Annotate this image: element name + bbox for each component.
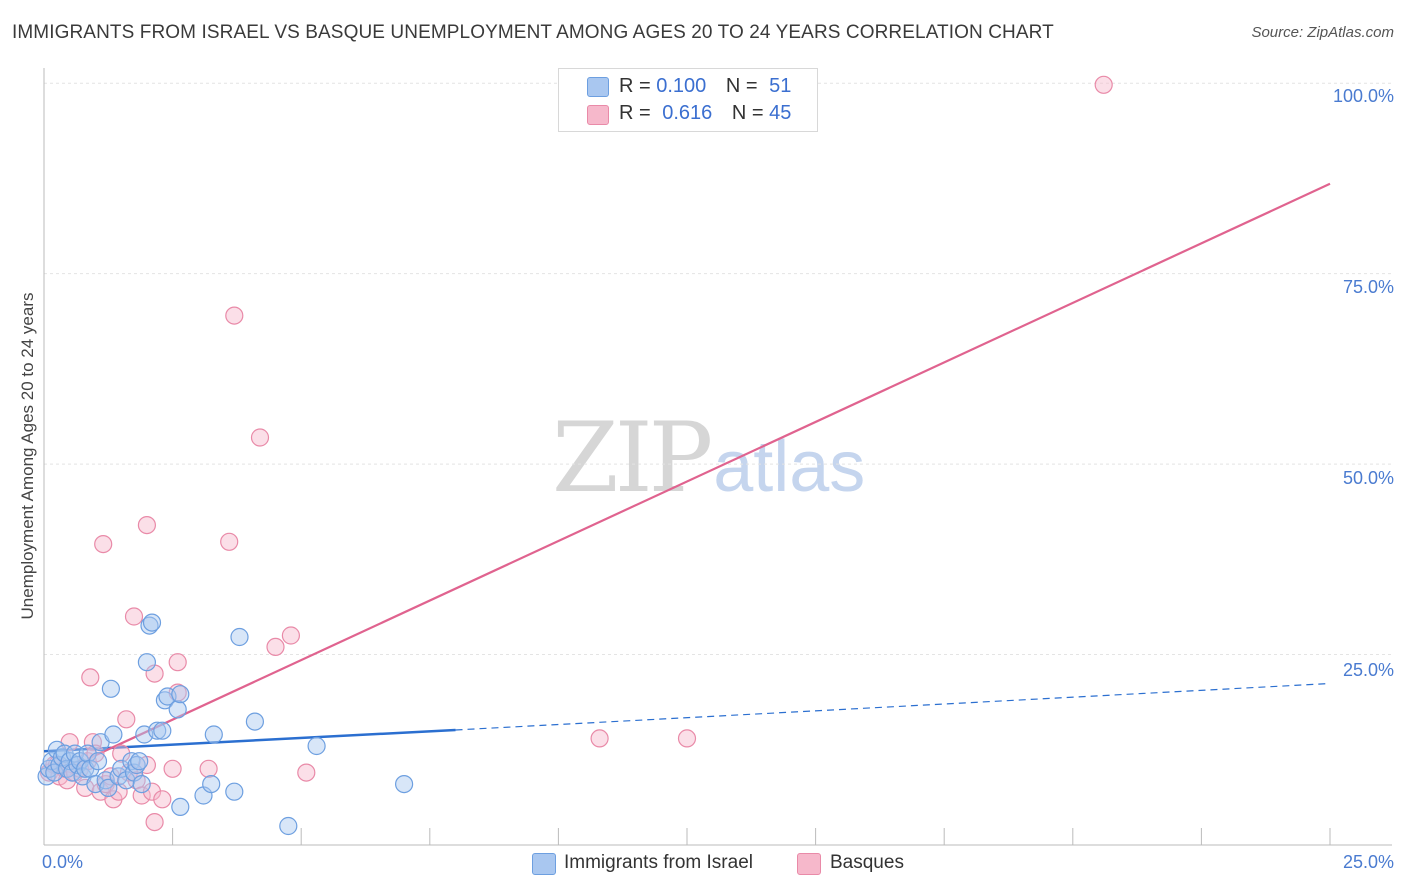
israel-point <box>171 797 190 817</box>
israel-point <box>230 627 249 647</box>
basque-point <box>117 710 136 729</box>
legend-n-value: 51 <box>769 75 792 97</box>
israel-point <box>202 774 221 794</box>
data-points <box>37 75 1113 836</box>
basque-point <box>145 812 164 832</box>
israel-point <box>153 721 172 740</box>
basque-point <box>94 534 113 554</box>
israel-point <box>148 721 167 740</box>
israel-trend-line-extension <box>455 682 1331 731</box>
israel-point <box>99 778 118 798</box>
legend-r-value: 0.616 <box>662 102 713 124</box>
israel-point <box>78 744 97 763</box>
israel-point <box>225 782 244 801</box>
israel-point <box>168 700 187 719</box>
israel-point <box>130 752 149 771</box>
basque-point <box>590 729 609 748</box>
basque-point <box>142 782 162 801</box>
basque-point <box>220 532 239 551</box>
legend-r-label: R = <box>619 75 651 97</box>
y-axis-label: Unemployment Among Ages 20 to 24 years <box>18 292 37 620</box>
israel-point <box>137 653 156 672</box>
basque-trend-line <box>87 182 1331 760</box>
x-tick-max: 25.0% <box>1342 852 1394 872</box>
basque-point <box>168 653 187 672</box>
x-tick-min: 0.0% <box>42 852 84 872</box>
legend-swatch-basques <box>587 105 609 125</box>
legend-row-basques: R = 0.616 N = 45 <box>619 102 791 125</box>
stats-legend: R = 0.100 N = 51 R = 0.616 N = 45 <box>558 68 818 132</box>
y-tick-75: 75.0% <box>1342 277 1394 297</box>
basque-point <box>83 733 103 752</box>
y-tick-25: 25.0% <box>1342 660 1394 680</box>
grid <box>44 82 1392 656</box>
israel-point <box>204 725 223 744</box>
bottom-legend-basques: Basques <box>830 852 904 873</box>
israel-point <box>132 774 151 794</box>
israel-point <box>117 771 136 790</box>
israel-point <box>101 679 121 698</box>
chart-title: IMMIGRANTS FROM ISRAEL VS BASQUE UNEMPLO… <box>12 22 1054 43</box>
basque-point <box>163 759 182 778</box>
israel-point <box>140 616 159 635</box>
israel-point <box>104 725 123 744</box>
israel-point <box>142 613 162 632</box>
basque-point <box>1094 75 1113 94</box>
basque-point <box>225 306 244 325</box>
israel-point <box>395 774 414 794</box>
basque-point <box>199 759 218 778</box>
bottom-legend-swatch-israel <box>532 853 556 875</box>
israel-point <box>279 816 298 836</box>
trend-lines <box>43 182 1331 760</box>
basque-point <box>137 515 156 535</box>
legend-n-value: 45 <box>769 102 792 124</box>
basque-point <box>112 744 131 763</box>
basque-point <box>124 607 144 626</box>
legend-r-value: 0.100 <box>656 75 707 97</box>
legend-row-israel: R = 0.100 N = 51 <box>619 75 791 98</box>
legend-n-label: N = <box>725 75 758 97</box>
legend-r-label: R = <box>619 102 651 124</box>
israel-point <box>307 736 326 756</box>
basque-point <box>250 428 270 447</box>
israel-point <box>245 712 264 731</box>
israel-point <box>88 752 108 771</box>
legend-n-label: N = <box>731 102 764 124</box>
basque-point <box>81 668 100 687</box>
source-label: Source: ZipAtlas.com <box>1251 24 1394 41</box>
israel-point <box>171 685 190 704</box>
legend-swatch-israel <box>587 77 609 97</box>
y-tick-100: 100.0% <box>1332 86 1394 106</box>
y-tick-50: 50.0% <box>1342 468 1394 488</box>
bottom-legend-israel: Immigrants from Israel <box>564 852 753 873</box>
basque-point <box>281 626 300 645</box>
basque-point <box>76 778 95 798</box>
basque-point <box>297 763 316 782</box>
bottom-legend-swatch-basques <box>797 853 821 875</box>
axes <box>43 68 1392 846</box>
basque-point <box>266 637 285 657</box>
basque-point <box>677 729 697 748</box>
basque-point <box>153 790 172 809</box>
